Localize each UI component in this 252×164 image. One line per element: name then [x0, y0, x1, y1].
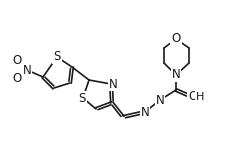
- Text: N: N: [108, 78, 117, 91]
- Text: S: S: [53, 51, 60, 63]
- Text: S: S: [78, 92, 85, 104]
- Text: O: O: [12, 72, 21, 85]
- Text: N: N: [171, 69, 180, 82]
- Text: N: N: [140, 106, 149, 120]
- Text: O: O: [12, 54, 21, 68]
- Text: N: N: [155, 94, 164, 107]
- Text: H: H: [195, 92, 203, 102]
- Text: O: O: [188, 91, 197, 103]
- Text: N: N: [22, 63, 31, 76]
- Text: O: O: [171, 32, 180, 45]
